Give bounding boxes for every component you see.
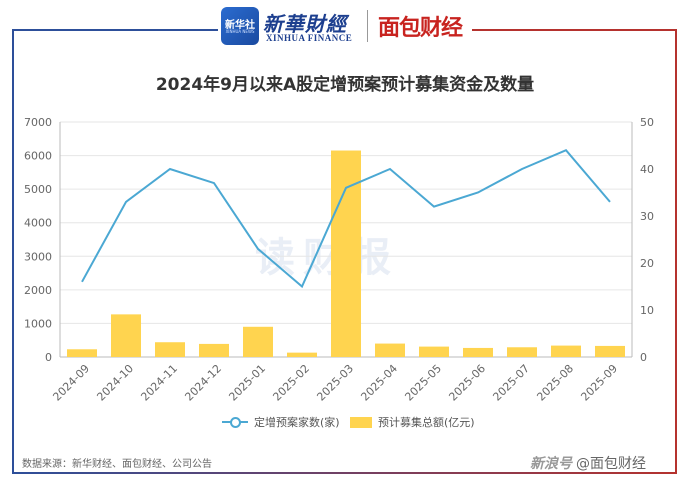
x-tick-label: 2024-09 [50, 362, 92, 404]
frame-top-left-line [12, 29, 218, 31]
x-tick-label: 2025-04 [358, 362, 400, 404]
x-tick-label: 2024-12 [182, 362, 224, 404]
legend-item-bar: 预计募集总额(亿元) [350, 414, 475, 430]
bottom-watermark: 新浪号 @面包财经 [530, 453, 646, 473]
logo-box-subtext: XINHUA NEWS [225, 29, 255, 34]
bar [507, 347, 537, 357]
y-left-tick-label: 4000 [24, 217, 52, 230]
brand-mianbao-logo: 面包财经 [378, 16, 463, 41]
y-left-tick-label: 3000 [24, 250, 52, 263]
chart-title: 2024年9月以来A股定增预案预计募集资金及数量 [155, 75, 535, 95]
y-left-tick-label: 6000 [24, 150, 52, 163]
x-tick-label: 2024-10 [94, 362, 136, 404]
x-tick-label: 2025-06 [446, 362, 488, 404]
frame-bottom-border [12, 472, 677, 474]
x-tick-label: 2024-11 [138, 362, 180, 404]
y-right-tick-label: 20 [640, 257, 654, 270]
legend-bar-label: 预计募集总额(亿元) [378, 416, 475, 429]
x-tick-label: 2025-08 [534, 362, 576, 404]
bar [551, 345, 581, 357]
bar [287, 352, 317, 357]
y-right-tick-label: 30 [640, 210, 654, 223]
legend-bar-swatch-icon [350, 416, 372, 428]
brand-divider [367, 10, 368, 42]
x-tick-label: 2025-07 [490, 362, 532, 404]
bar [67, 349, 97, 357]
x-tick-label: 2025-03 [314, 362, 356, 404]
watermark-handle: @面包财经 [576, 456, 646, 472]
y-right-tick-label: 50 [640, 116, 654, 129]
frame-right-border [675, 29, 677, 474]
y-left-tick-label: 1000 [24, 317, 52, 330]
bar [419, 346, 449, 357]
bar [243, 326, 273, 357]
brand-name-en: XINHUA FINANCE [266, 33, 353, 43]
y-left-tick-label: 7000 [24, 116, 52, 129]
frame-top-right-line [472, 29, 677, 31]
y-right-tick-label: 40 [640, 163, 654, 176]
series-line [81, 148, 611, 289]
x-tick-label: 2025-09 [578, 362, 620, 404]
legend-line-label: 定增预案家数(家) [254, 416, 340, 429]
bar [155, 342, 185, 357]
frame-left-border [12, 29, 14, 474]
logo-box-text: 新华社 [225, 20, 255, 31]
x-tick-label: 2025-01 [226, 362, 268, 404]
x-tick-label: 2025-05 [402, 362, 444, 404]
bar [199, 343, 229, 357]
y-right-tick-label: 10 [640, 304, 654, 317]
bar [463, 347, 493, 357]
xinhua-logo-icon: 新华社 XINHUA NEWS [221, 7, 259, 45]
bar [595, 345, 625, 357]
bar [375, 343, 405, 357]
y-left-tick-label: 0 [45, 351, 52, 364]
brand-name-cn: 新華財經 [263, 12, 347, 36]
legend-item-line: 定增预案家数(家) [222, 414, 340, 430]
data-source-note: 数据来源：新华财经、面包财经、公司公告 [22, 459, 212, 470]
legend-line-swatch-icon [222, 417, 248, 428]
y-right-tick-label: 0 [640, 351, 647, 364]
y-left-tick-label: 5000 [24, 183, 52, 196]
sina-watermark-logo: 新浪号 [530, 456, 572, 472]
bar [331, 150, 361, 357]
center-watermark: 读财报 [255, 235, 399, 281]
bar [111, 314, 141, 357]
y-left-tick-label: 2000 [24, 284, 52, 297]
x-tick-label: 2025-02 [270, 362, 312, 404]
